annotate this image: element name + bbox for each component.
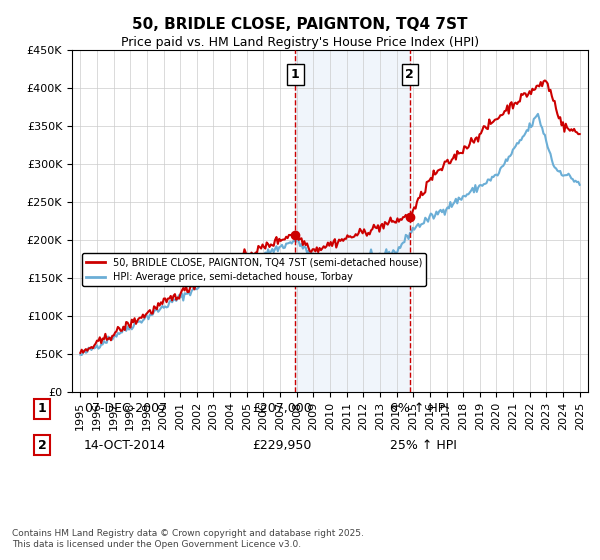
Text: 14-OCT-2014: 14-OCT-2014 (84, 438, 166, 452)
Bar (295, 50, 410, 392)
Text: 25% ↑ HPI: 25% ↑ HPI (390, 438, 457, 452)
Text: 2: 2 (406, 68, 414, 81)
Text: 1: 1 (291, 68, 300, 81)
Text: £229,950: £229,950 (252, 438, 311, 452)
Text: Contains HM Land Registry data © Crown copyright and database right 2025.
This d: Contains HM Land Registry data © Crown c… (12, 529, 364, 549)
Text: 07-DEC-2007: 07-DEC-2007 (84, 402, 167, 416)
Text: 50, BRIDLE CLOSE, PAIGNTON, TQ4 7ST: 50, BRIDLE CLOSE, PAIGNTON, TQ4 7ST (132, 17, 468, 32)
Legend: 50, BRIDLE CLOSE, PAIGNTON, TQ4 7ST (semi-detached house), HPI: Average price, s: 50, BRIDLE CLOSE, PAIGNTON, TQ4 7ST (sem… (82, 253, 427, 286)
Text: 6% ↑ HPI: 6% ↑ HPI (390, 402, 449, 416)
Text: £207,000: £207,000 (252, 402, 312, 416)
Text: Price paid vs. HM Land Registry's House Price Index (HPI): Price paid vs. HM Land Registry's House … (121, 36, 479, 49)
Text: 1: 1 (38, 402, 46, 416)
Text: 2: 2 (38, 438, 46, 452)
